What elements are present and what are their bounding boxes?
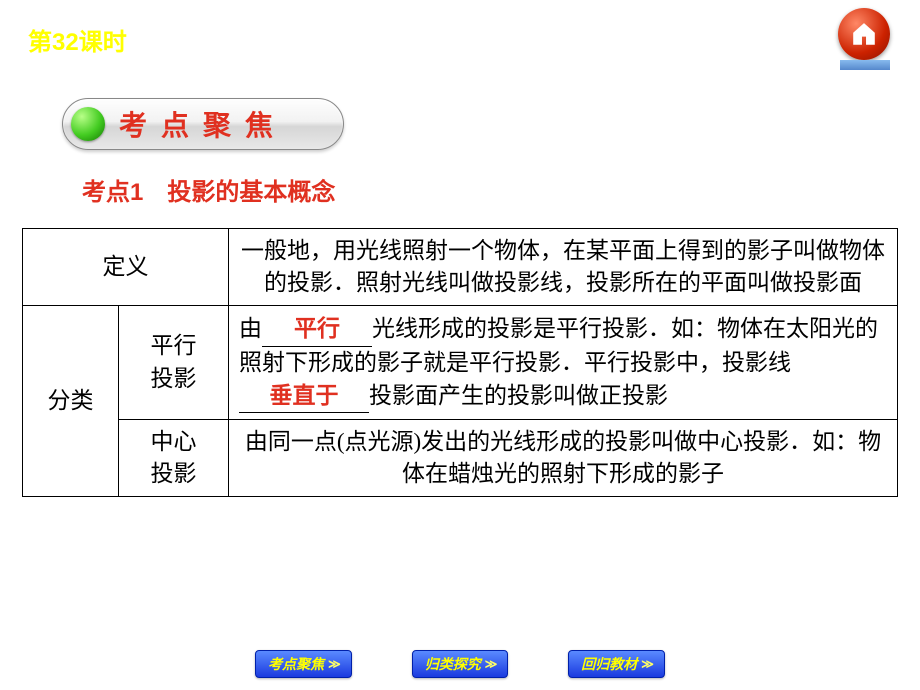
footer-btn-label: 回归教材 [581, 654, 637, 674]
table-sublabel-parallel: 平行 投影 [119, 306, 229, 420]
footer-btn-explore[interactable]: 归类探究 ≫ [412, 650, 509, 678]
table-cell: 由同一点(点光源)发出的光线形成的投影叫做中心投影．如：物体在蜡烛光的照射下形成… [229, 419, 898, 496]
table-sublabel-center: 中心 投影 [119, 419, 229, 496]
fill-answer-perpendicular: 垂直于 [270, 382, 339, 408]
footer-btn-textbook[interactable]: 回归教材 ≫ [568, 650, 665, 678]
table-cell: 由平行光线形成的投影是平行投影．如：物体在太阳光的照射下形成的影子就是平行投影．… [229, 306, 898, 420]
table-label-definition: 定义 [23, 229, 229, 306]
home-icon [850, 20, 878, 48]
chevron-right-icon: ≫ [328, 657, 341, 671]
chevron-right-icon: ≫ [641, 657, 654, 671]
footer-btn-label: 考点聚焦 [268, 654, 324, 674]
home-button[interactable] [838, 8, 890, 60]
lesson-title: 第32课时 [28, 22, 127, 57]
table-cell: 一般地，用光线照射一个物体，在某平面上得到的影子叫做物体的投影．照射光线叫做投影… [229, 229, 898, 306]
topic-subtitle: 考点1 投影的基本概念 [82, 172, 335, 207]
text-fragment: 由 [239, 316, 262, 341]
text-fragment: 投影面产生的投影叫做正投影 [369, 383, 668, 408]
green-dot-icon [71, 107, 105, 141]
section-header-text: 考点聚焦 [119, 104, 287, 144]
decorative-strip [840, 60, 890, 70]
footer-btn-focus[interactable]: 考点聚焦 ≫ [255, 650, 352, 678]
chevron-right-icon: ≫ [485, 657, 498, 671]
footer-btn-label: 归类探究 [425, 654, 481, 674]
table-label-category: 分类 [23, 306, 119, 497]
fill-answer-parallel: 平行 [294, 315, 340, 341]
content-table: 定义 一般地，用光线照射一个物体，在某平面上得到的影子叫做物体的投影．照射光线叫… [22, 228, 898, 497]
footer-nav: 考点聚焦 ≫ 归类探究 ≫ 回归教材 ≫ [0, 650, 920, 678]
section-header-pill: 考点聚焦 [62, 98, 344, 150]
